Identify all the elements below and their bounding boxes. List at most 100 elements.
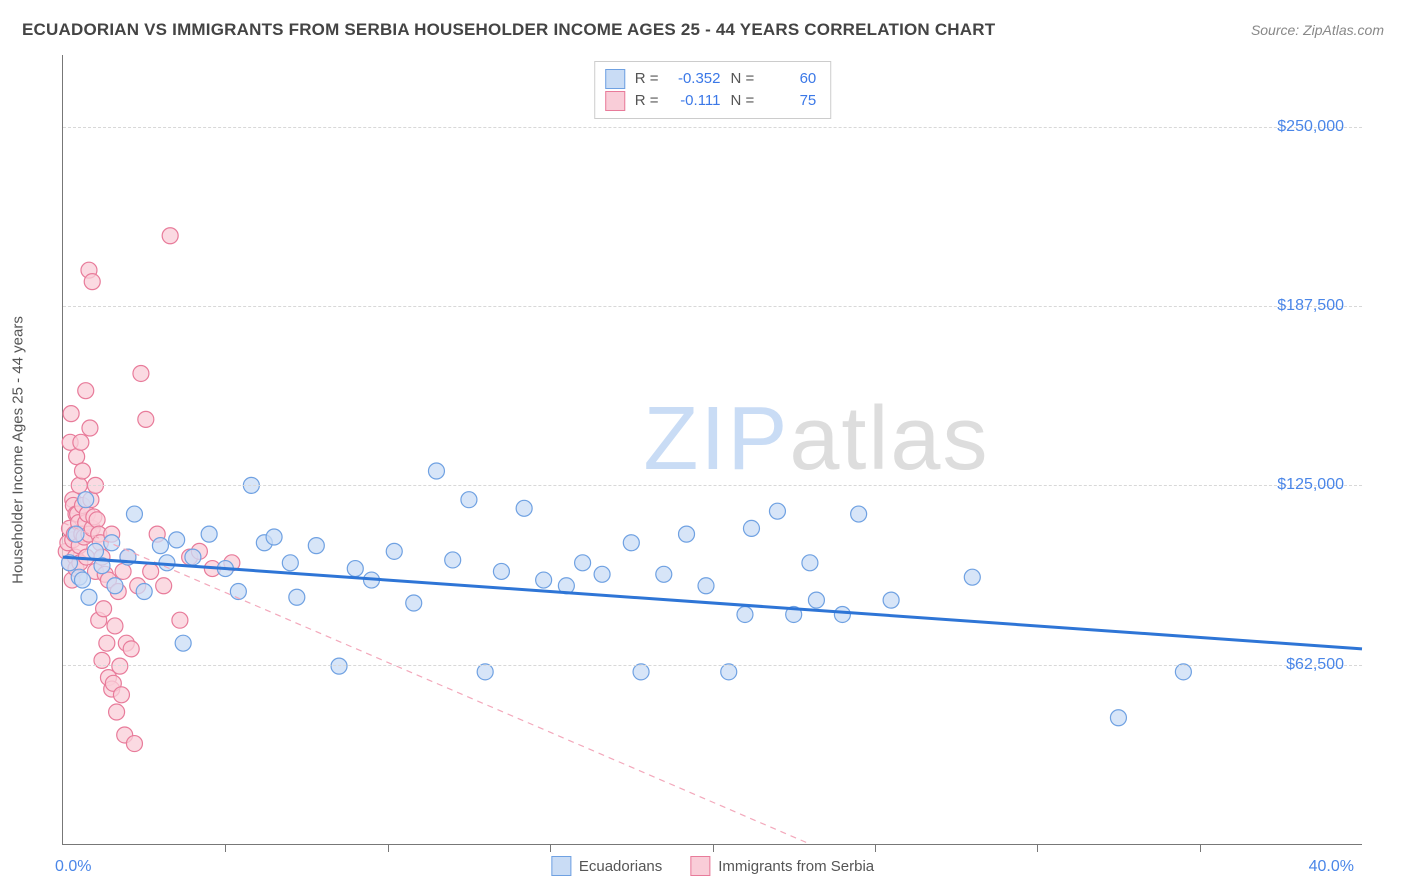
data-point — [282, 555, 298, 571]
stats-row-ecuadorians: R = -0.352 N = 60 — [605, 68, 817, 90]
data-point — [851, 506, 867, 522]
data-point — [445, 552, 461, 568]
data-point — [82, 420, 98, 436]
n-value-serbia: 75 — [764, 90, 816, 112]
data-point — [81, 589, 97, 605]
data-point — [461, 492, 477, 508]
data-point — [87, 543, 103, 559]
data-point — [123, 641, 139, 657]
data-point — [185, 549, 201, 565]
data-point — [78, 492, 94, 508]
data-point — [769, 503, 785, 519]
data-point — [126, 506, 142, 522]
data-point — [143, 563, 159, 579]
data-point — [156, 578, 172, 594]
source-label: Source: ZipAtlas.com — [1251, 22, 1384, 38]
gridline — [63, 665, 1362, 666]
y-axis-label: Householder Income Ages 25 - 44 years — [10, 316, 27, 584]
data-point — [104, 535, 120, 551]
swatch-ecuadorians — [551, 856, 571, 876]
data-point — [136, 584, 152, 600]
data-point — [84, 274, 100, 290]
data-point — [633, 664, 649, 680]
n-label: N = — [731, 90, 755, 112]
data-point — [386, 543, 402, 559]
x-axis-min-label: 0.0% — [55, 858, 91, 876]
n-label: N = — [731, 68, 755, 90]
x-tick — [875, 844, 876, 852]
data-point — [112, 658, 128, 674]
data-point — [575, 555, 591, 571]
data-point — [477, 664, 493, 680]
x-tick — [1037, 844, 1038, 852]
data-point — [169, 532, 185, 548]
x-axis-max-label: 40.0% — [1309, 858, 1354, 876]
gridline — [63, 127, 1362, 128]
data-point — [175, 635, 191, 651]
data-point — [201, 526, 217, 542]
n-value-ecuadorians: 60 — [764, 68, 816, 90]
scatter-svg — [63, 55, 1362, 844]
y-tick-label: $187,500 — [1277, 297, 1344, 315]
gridline — [63, 306, 1362, 307]
chart-area: Householder Income Ages 25 - 44 years ZI… — [50, 55, 1380, 845]
data-point — [743, 520, 759, 536]
data-point — [1110, 710, 1126, 726]
r-label: R = — [635, 90, 659, 112]
data-point — [107, 618, 123, 634]
data-point — [107, 578, 123, 594]
series-legend: Ecuadorians Immigrants from Serbia — [551, 856, 874, 876]
swatch-serbia — [605, 91, 625, 111]
data-point — [115, 563, 131, 579]
data-point — [698, 578, 714, 594]
x-tick — [550, 844, 551, 852]
legend-item-ecuadorians: Ecuadorians — [551, 856, 662, 876]
plot-region: ZIPatlas R = -0.352 N = 60 R = -0.111 N … — [62, 55, 1362, 845]
data-point — [113, 687, 129, 703]
data-point — [493, 563, 509, 579]
data-point — [74, 572, 90, 588]
legend-item-serbia: Immigrants from Serbia — [690, 856, 874, 876]
data-point — [679, 526, 695, 542]
chart-title: ECUADORIAN VS IMMIGRANTS FROM SERBIA HOU… — [22, 20, 995, 40]
data-point — [308, 538, 324, 554]
data-point — [331, 658, 347, 674]
data-point — [656, 566, 672, 582]
gridline — [63, 485, 1362, 486]
swatch-serbia — [690, 856, 710, 876]
data-point — [230, 584, 246, 600]
data-point — [289, 589, 305, 605]
legend-label-serbia: Immigrants from Serbia — [718, 858, 874, 875]
data-point — [964, 569, 980, 585]
data-point — [78, 383, 94, 399]
r-value-serbia: -0.111 — [669, 90, 721, 112]
swatch-ecuadorians — [605, 69, 625, 89]
data-point — [406, 595, 422, 611]
data-point — [428, 463, 444, 479]
data-point — [89, 512, 105, 528]
data-point — [834, 606, 850, 622]
data-point — [808, 592, 824, 608]
data-point — [623, 535, 639, 551]
data-point — [594, 566, 610, 582]
data-point — [109, 704, 125, 720]
data-point — [152, 538, 168, 554]
data-point — [138, 411, 154, 427]
data-point — [133, 365, 149, 381]
r-label: R = — [635, 68, 659, 90]
data-point — [96, 601, 112, 617]
data-point — [63, 406, 79, 422]
data-point — [802, 555, 818, 571]
data-point — [1175, 664, 1191, 680]
title-bar: ECUADORIAN VS IMMIGRANTS FROM SERBIA HOU… — [22, 20, 1384, 40]
y-tick-label: $250,000 — [1277, 118, 1344, 136]
data-point — [266, 529, 282, 545]
data-point — [126, 736, 142, 752]
x-tick — [388, 844, 389, 852]
stats-legend: R = -0.352 N = 60 R = -0.111 N = 75 — [594, 61, 832, 119]
data-point — [73, 434, 89, 450]
x-tick — [225, 844, 226, 852]
r-value-ecuadorians: -0.352 — [669, 68, 721, 90]
data-point — [721, 664, 737, 680]
x-tick — [713, 844, 714, 852]
